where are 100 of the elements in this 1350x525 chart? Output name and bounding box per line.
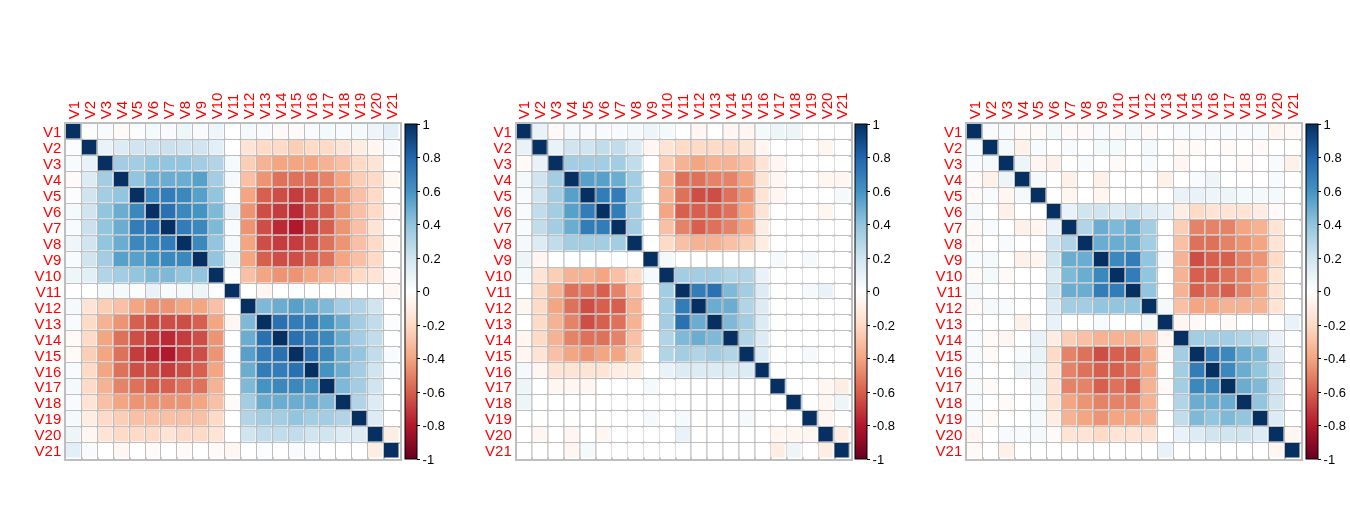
y-tick-label: V18 [34,394,62,412]
x-tick-label: V20 [1268,92,1286,120]
x-tick-label: V6 [144,100,162,120]
y-tick-label: V7 [493,218,512,236]
y-tick-label: V3 [943,155,963,173]
x-tick-label: V7 [160,100,178,120]
y-tick-label: V16 [485,362,512,380]
x-tick-label: V14 [271,92,289,120]
y-tick-label: V21 [485,442,512,460]
x-tick-label: V8 [626,100,644,120]
y-tick-label: V15 [485,346,512,364]
y-tick-label: V10 [935,266,963,284]
x-tick-label: V4 [112,100,130,120]
y-tick-label: V20 [485,426,512,444]
y-tick-label: V9 [943,250,963,268]
y-tick-label: V6 [493,202,512,220]
color-bar-label: 0.8 [872,150,891,166]
x-tick-label: V11 [223,93,241,120]
color-bar-label: -0.8 [1323,418,1347,434]
x-tick-label: V7 [610,100,628,120]
color-bar-label: 0.6 [872,183,891,199]
y-tick-label: V7 [943,218,963,236]
x-tick-label: V13 [706,92,724,120]
y-tick-label: V20 [34,426,62,444]
x-tick-label: V3 [997,100,1015,120]
color-bar-label: -0.2 [872,317,896,333]
color-bar-label: -0.4 [1323,351,1347,367]
y-tick-label: V14 [485,330,512,348]
x-tick-label: V21 [382,92,400,120]
y-tick-label: V16 [935,362,963,380]
y-tick-label: V5 [493,187,512,205]
y-tick-label: V8 [493,234,512,252]
y-tick-label: V16 [34,362,62,380]
y-tick-label: V21 [935,442,963,460]
x-tick-label: V14 [722,92,740,120]
y-tick-label: V11 [35,282,62,300]
y-tick-label: V14 [34,330,62,348]
x-tick-label: V8 [176,100,194,120]
y-tick-label: V17 [34,378,62,396]
y-tick-label: V19 [34,410,62,428]
x-tick-label: V6 [594,100,612,120]
x-tick-label: V16 [303,92,321,120]
x-tick-label: V18 [785,92,803,120]
x-tick-label: V21 [833,92,851,120]
y-tick-label: V18 [935,394,963,412]
x-tick-label: V5 [578,100,596,120]
x-tick-label: V9 [192,100,210,120]
color-bar-label: -0.6 [872,384,896,400]
color-bar-label: -1 [872,451,885,467]
x-tick-label: V15 [737,92,755,120]
y-tick-label: V14 [935,330,963,348]
color-bar-label: 0.2 [1323,250,1342,266]
y-tick-label: V4 [943,171,963,189]
y-tick-label: V17 [935,378,963,396]
y-tick-label: V17 [485,378,512,396]
x-tick-label: V13 [1156,92,1174,120]
color-bar-label: 0.4 [1323,217,1342,233]
x-tick-label: V5 [128,100,146,120]
y-tick-label: V10 [34,266,62,284]
x-tick-label: V8 [1077,100,1095,120]
x-tick-label: V9 [1093,100,1111,120]
x-tick-label: V19 [351,92,369,120]
x-tick-label: V9 [642,100,660,120]
y-tick-label: V4 [493,171,512,189]
y-tick-label: V2 [943,139,963,157]
x-tick-label: V1 [965,100,983,120]
color-bar-label: -0.2 [422,317,446,333]
color-bar-label: 0.2 [422,250,441,266]
color-bar-label: 0.6 [1323,183,1342,199]
x-tick-label: V4 [1013,100,1031,120]
y-tick-label: V1 [943,123,963,141]
color-bar-label: -0.6 [1323,384,1347,400]
x-tick-label: V17 [319,92,337,120]
color-bar-label: 1 [1323,116,1331,132]
color-bar-label: 0.8 [422,150,441,166]
y-tick-label: V7 [42,218,62,236]
x-tick-label: V7 [1061,100,1079,120]
color-bar-label: 0 [422,284,430,300]
y-tick-label: V6 [42,202,62,220]
y-tick-label: V3 [493,155,512,173]
y-tick-label: V10 [485,266,512,284]
y-tick-label: V15 [34,346,62,364]
x-tick-label: V12 [239,92,257,120]
color-bar-label: 1 [422,116,430,132]
x-tick-label: V15 [1188,92,1206,120]
x-tick-label: V10 [207,92,225,120]
x-tick-label: V15 [287,92,305,120]
y-tick-label: V1 [493,123,512,141]
color-bar-label: 0.8 [1323,150,1342,166]
color-bar-label: 1 [872,116,880,132]
y-tick-label: V1 [42,123,62,141]
color-bar-label: -0.4 [872,351,896,367]
y-tick-label: V13 [935,314,963,332]
y-tick-label: V11 [486,282,512,300]
color-bar-label: 0.2 [872,250,891,266]
y-tick-label: V15 [935,346,963,364]
x-tick-label: V3 [96,100,114,120]
x-tick-label: V10 [658,92,676,120]
color-bar-label: -1 [1323,451,1336,467]
color-bar-label: 0.4 [422,217,441,233]
